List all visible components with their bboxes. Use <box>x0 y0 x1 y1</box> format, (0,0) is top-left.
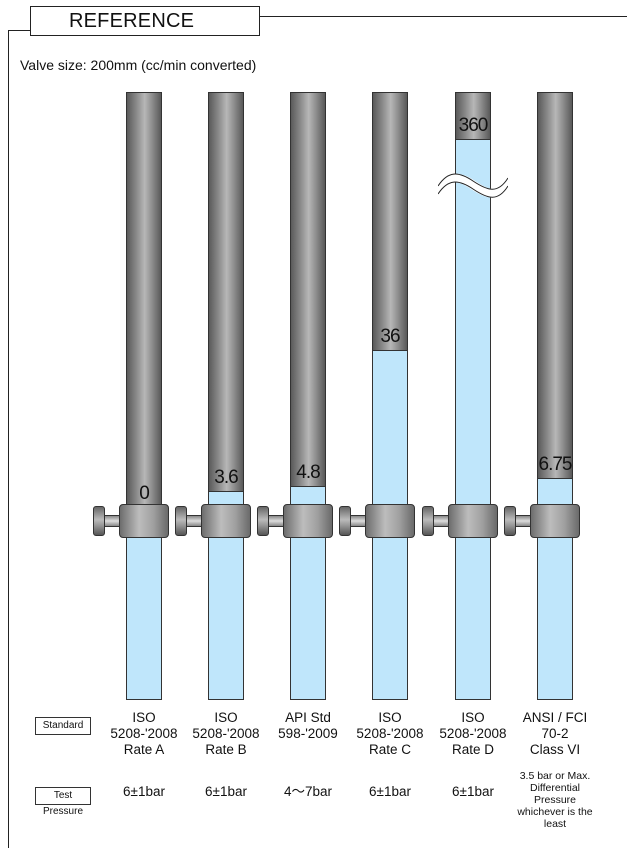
water-level-line <box>538 477 572 479</box>
leak-column-tube: 4.8 <box>290 92 326 700</box>
water-level-line <box>209 491 243 493</box>
standard-line: 5208-'2008 <box>110 726 178 741</box>
standard-label: ISO 5208-'2008 Rate D <box>427 710 519 758</box>
frame-left-top-line <box>8 30 30 31</box>
valve-collar <box>283 504 333 538</box>
standard-row-label: Standard <box>35 717 91 735</box>
standard-line: Class VI <box>529 742 581 757</box>
leakage-value-label: 6.75 <box>538 453 573 475</box>
standard-line: 5208-'2008 <box>192 726 260 741</box>
standard-label: ANSI / FCI 70-2 Class VI <box>509 710 601 758</box>
standard-line: ISO <box>132 710 156 725</box>
valve-size-subtitle: Valve size: 200mm (cc/min converted) <box>20 57 257 73</box>
test-pressure-value: 4～7bar <box>283 784 333 799</box>
valve-stem <box>433 515 449 527</box>
standard-line: Rate D <box>451 742 495 757</box>
water-level-line <box>373 350 407 352</box>
standard-line: 598-'2009 <box>278 726 338 741</box>
standard-line: ISO <box>461 710 485 725</box>
standard-line: 70-2 <box>541 726 569 741</box>
valve-collar <box>448 504 498 538</box>
standard-line: Rate B <box>205 742 247 757</box>
frame-left-line <box>8 30 9 848</box>
standard-label: ISO 5208-'2008 Rate B <box>180 710 272 758</box>
leakage-value-label: 36 <box>380 326 400 348</box>
test-pressure-value: 3.5 bar or Max. Differential Pressure wh… <box>517 770 593 830</box>
scale-break-icon <box>438 173 508 198</box>
standard-line: ISO <box>378 710 402 725</box>
leak-column-tube: 3.6 <box>208 92 244 700</box>
standard-line: ISO <box>214 710 238 725</box>
test-pressure-value: 6±1bar <box>369 784 411 799</box>
valve-stem <box>350 515 366 527</box>
water-level-line <box>291 486 325 488</box>
standard-label: ISO 5208-'2008 Rate C <box>344 710 436 758</box>
valve-stem <box>268 515 284 527</box>
valve-clamp <box>504 504 580 538</box>
test-pressure-row-label: Test Pressure <box>35 787 91 817</box>
leak-column-tube: 0 <box>126 92 162 700</box>
leakage-value-label: 360 <box>458 115 489 136</box>
valve-collar <box>119 504 169 538</box>
valve-clamp <box>422 504 498 538</box>
valve-stem <box>515 515 531 527</box>
tube-empty-section <box>456 93 490 139</box>
standard-line: API Std <box>285 710 331 725</box>
tube-empty-section <box>209 93 243 492</box>
leakage-value-label: 4.8 <box>296 462 320 484</box>
water-level-line <box>456 139 490 140</box>
tube-empty-section <box>373 93 407 351</box>
standard-line: Rate A <box>123 742 165 757</box>
valve-clamp <box>175 504 251 538</box>
tube-empty-section <box>127 93 161 507</box>
valve-stem <box>104 515 120 527</box>
frame-top-line <box>260 16 627 17</box>
standard-line: 5208-'2008 <box>356 726 424 741</box>
valve-clamp <box>93 504 169 538</box>
valve-clamp <box>339 504 415 538</box>
valve-clamp <box>257 504 333 538</box>
valve-collar <box>201 504 251 538</box>
leakage-value-label: 3.6 <box>214 467 238 489</box>
tube-empty-section <box>291 93 325 487</box>
valve-collar <box>530 504 580 538</box>
leak-column-tube: 36 <box>372 92 408 700</box>
standard-line: ANSI / FCI <box>522 710 588 725</box>
standard-label: API Std 598-'2009 <box>262 710 354 742</box>
test-pressure-value: 6±1bar <box>452 784 494 799</box>
standard-line: 5208-'2008 <box>439 726 507 741</box>
valve-collar <box>365 504 415 538</box>
standard-line: Rate C <box>368 742 412 757</box>
valve-stem <box>186 515 202 527</box>
standard-label: ISO 5208-'2008 Rate A <box>98 710 190 758</box>
leakage-value-label: 0 <box>139 483 150 504</box>
test-pressure-value: 6±1bar <box>205 784 247 799</box>
test-pressure-value: 6±1bar <box>123 784 165 799</box>
reference-title: REFERENCE <box>30 6 260 36</box>
leak-column-tube: 6.75 <box>537 92 573 700</box>
tube-empty-section <box>538 93 572 478</box>
